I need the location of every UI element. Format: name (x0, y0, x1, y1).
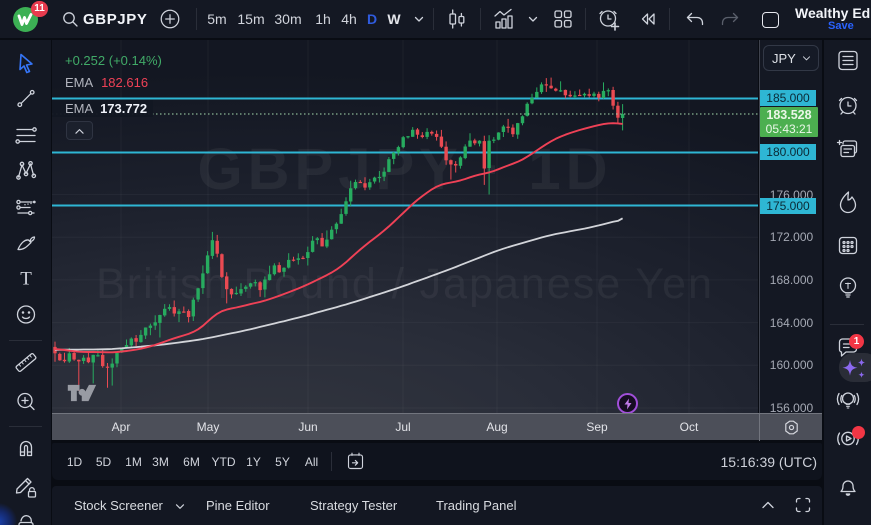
svg-text:T: T (20, 269, 32, 290)
